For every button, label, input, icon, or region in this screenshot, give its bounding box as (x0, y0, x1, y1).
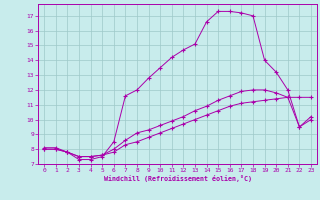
X-axis label: Windchill (Refroidissement éolien,°C): Windchill (Refroidissement éolien,°C) (104, 175, 252, 182)
